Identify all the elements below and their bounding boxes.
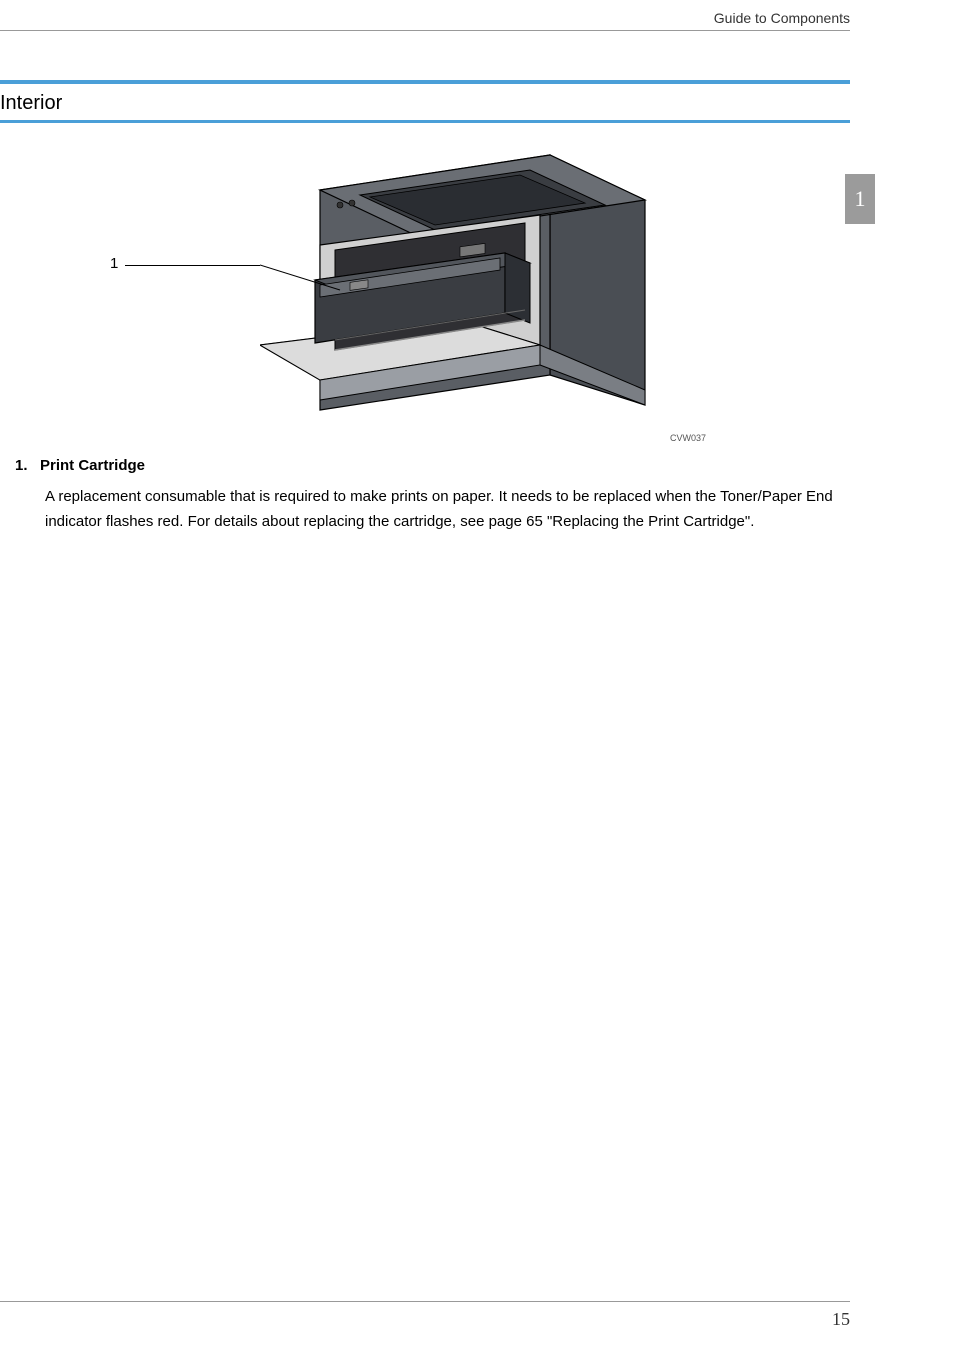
header-rule (0, 30, 850, 31)
item-number: 1. (15, 457, 40, 474)
section-rule-top (0, 80, 850, 84)
figure-code: CVW037 (670, 433, 706, 443)
section-title: Interior (0, 92, 62, 115)
page-header-breadcrumb: Guide to Components (714, 10, 850, 26)
item-title: Print Cartridge (40, 457, 145, 474)
page-number: 15 (832, 1309, 850, 1330)
figure-container: 1 (100, 145, 720, 435)
section-rule-bottom (0, 120, 850, 123)
figure-callout-line (125, 265, 260, 266)
component-list: 1.Print Cartridge A replacement consumab… (15, 457, 850, 535)
chapter-tab: 1 (845, 174, 875, 224)
figure-callout-number: 1 (110, 255, 118, 272)
list-item: 1.Print Cartridge A replacement consumab… (15, 457, 850, 535)
footer-rule (0, 1301, 850, 1302)
printer-diagram (260, 145, 660, 420)
item-description: A replacement consumable that is require… (45, 485, 850, 535)
